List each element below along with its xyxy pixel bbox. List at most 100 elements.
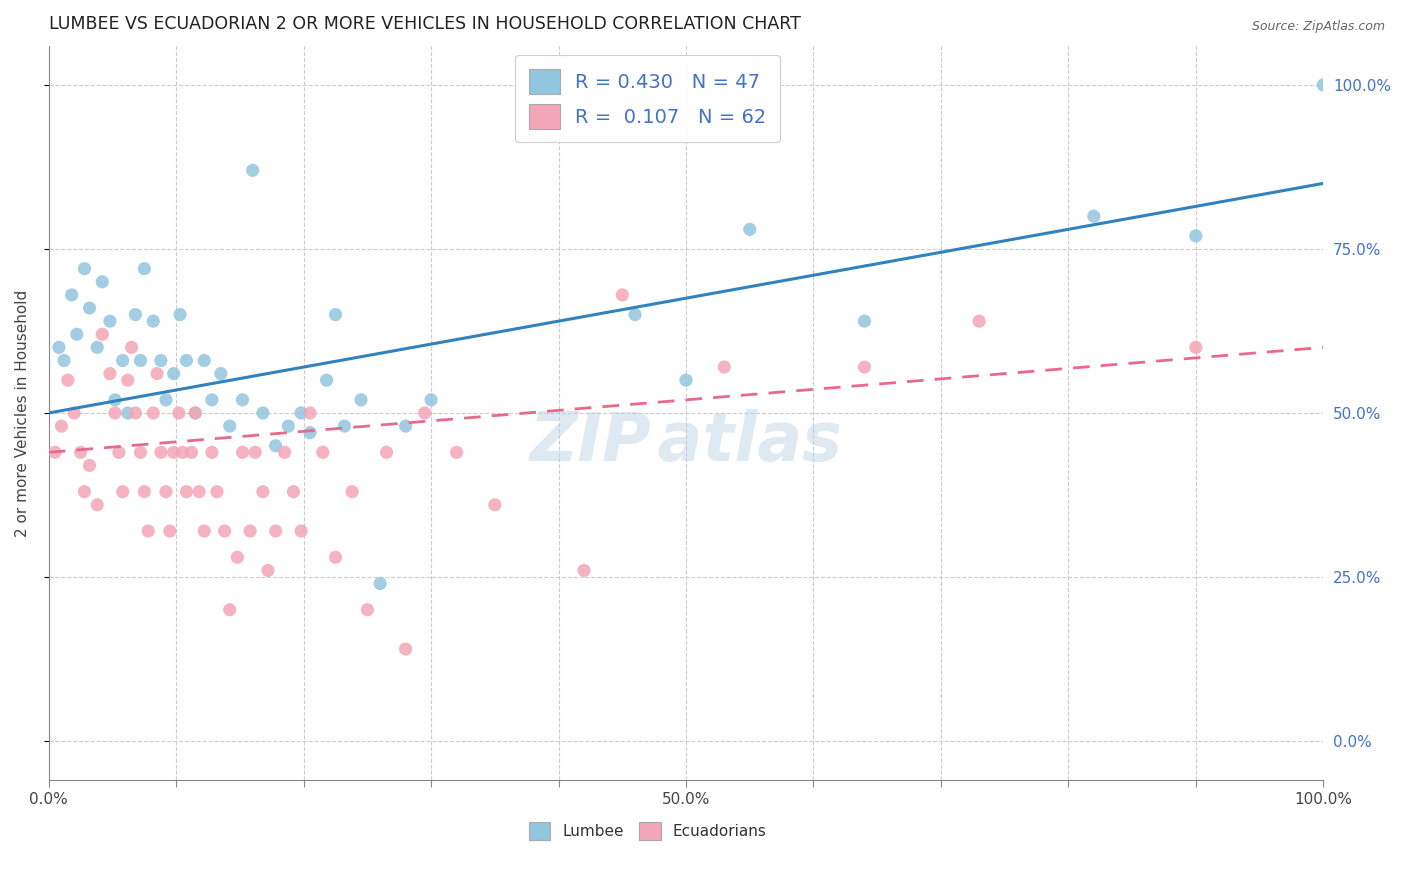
Point — [63, 406, 86, 420]
Point — [1185, 340, 1208, 354]
Point — [104, 392, 127, 407]
Point — [86, 340, 108, 354]
Point — [394, 642, 416, 657]
Point — [325, 550, 347, 565]
Point — [205, 484, 228, 499]
Point — [446, 445, 468, 459]
Point — [420, 392, 443, 407]
Point — [484, 498, 506, 512]
Point — [129, 445, 152, 459]
Point — [155, 484, 177, 499]
Point — [108, 445, 131, 459]
Point — [149, 353, 172, 368]
Point — [218, 419, 240, 434]
Point — [98, 367, 121, 381]
Point — [91, 327, 114, 342]
Point — [91, 275, 114, 289]
Y-axis label: 2 or more Vehicles in Household: 2 or more Vehicles in Household — [15, 289, 30, 537]
Text: ZIP atlas: ZIP atlas — [530, 409, 842, 475]
Point — [176, 353, 198, 368]
Point — [117, 406, 139, 420]
Point — [193, 353, 215, 368]
Point — [66, 327, 89, 342]
Legend: Lumbee, Ecuadorians: Lumbee, Ecuadorians — [523, 816, 773, 847]
Point — [273, 445, 295, 459]
Point — [193, 524, 215, 538]
Point — [239, 524, 262, 538]
Point — [104, 406, 127, 420]
Point — [169, 308, 191, 322]
Point — [853, 359, 876, 374]
Point — [713, 359, 735, 374]
Point — [134, 484, 156, 499]
Point — [245, 445, 267, 459]
Point — [264, 439, 287, 453]
Point — [69, 445, 91, 459]
Point — [299, 425, 322, 440]
Text: Source: ZipAtlas.com: Source: ZipAtlas.com — [1251, 20, 1385, 33]
Point — [290, 524, 312, 538]
Point — [340, 484, 363, 499]
Point — [299, 406, 322, 420]
Point — [149, 445, 172, 459]
Point — [48, 340, 70, 354]
Point — [231, 445, 253, 459]
Point — [209, 367, 232, 381]
Point — [283, 484, 305, 499]
Point — [325, 308, 347, 322]
Point — [394, 419, 416, 434]
Point — [201, 392, 224, 407]
Point — [184, 406, 207, 420]
Point — [252, 406, 274, 420]
Point — [624, 308, 647, 322]
Point — [312, 445, 335, 459]
Point — [572, 563, 595, 577]
Point — [121, 340, 143, 354]
Point — [967, 314, 990, 328]
Point — [176, 484, 198, 499]
Point — [79, 458, 101, 473]
Point — [252, 484, 274, 499]
Point — [242, 163, 264, 178]
Point — [142, 314, 165, 328]
Point — [136, 524, 159, 538]
Point — [290, 406, 312, 420]
Point — [333, 419, 356, 434]
Point — [51, 419, 73, 434]
Point — [163, 367, 186, 381]
Point — [214, 524, 236, 538]
Point — [167, 406, 190, 420]
Point — [60, 288, 83, 302]
Point — [612, 288, 634, 302]
Point — [350, 392, 373, 407]
Point — [1185, 228, 1208, 243]
Point — [188, 484, 211, 499]
Point — [172, 445, 194, 459]
Point — [73, 261, 96, 276]
Point — [155, 392, 177, 407]
Point — [134, 261, 156, 276]
Point — [231, 392, 253, 407]
Point — [184, 406, 207, 420]
Text: LUMBEE VS ECUADORIAN 2 OR MORE VEHICLES IN HOUSEHOLD CORRELATION CHART: LUMBEE VS ECUADORIAN 2 OR MORE VEHICLES … — [49, 15, 800, 33]
Point — [79, 301, 101, 315]
Point — [218, 603, 240, 617]
Point — [117, 373, 139, 387]
Point — [98, 314, 121, 328]
Point — [315, 373, 337, 387]
Point — [73, 484, 96, 499]
Point — [413, 406, 436, 420]
Point — [129, 353, 152, 368]
Point — [257, 563, 280, 577]
Point — [226, 550, 249, 565]
Point — [853, 314, 876, 328]
Point — [86, 498, 108, 512]
Point — [264, 524, 287, 538]
Point — [375, 445, 398, 459]
Point — [180, 445, 202, 459]
Point — [124, 406, 146, 420]
Point — [111, 353, 134, 368]
Point — [163, 445, 186, 459]
Point — [675, 373, 697, 387]
Point — [1312, 78, 1334, 92]
